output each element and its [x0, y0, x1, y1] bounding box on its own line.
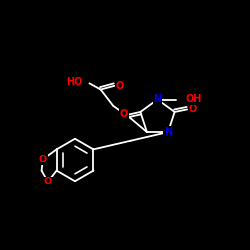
Text: O: O — [120, 110, 128, 120]
Text: HO: HO — [66, 77, 82, 87]
Text: O: O — [39, 155, 47, 164]
Text: N: N — [164, 127, 172, 137]
Text: O: O — [188, 104, 197, 115]
Text: O: O — [44, 178, 52, 186]
Text: OH: OH — [185, 94, 202, 104]
Text: N: N — [154, 94, 162, 104]
Text: O: O — [116, 81, 124, 91]
